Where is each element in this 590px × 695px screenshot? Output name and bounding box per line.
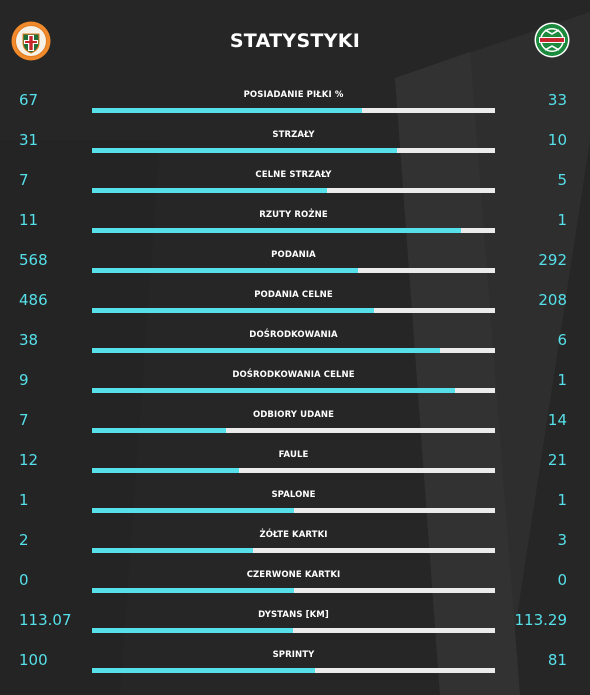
page-title: STATYSTYKI	[229, 30, 361, 52]
home-value: 1	[19, 491, 29, 509]
stats-header: STATYSTYKI	[0, 0, 590, 80]
stat-label: ŻÓŁTE KARTKI	[259, 530, 328, 540]
comparison-bar	[92, 348, 495, 353]
stat-row: 0 CZERWONE KARTKI 0	[0, 560, 590, 600]
away-value: 1	[557, 211, 567, 229]
away-value: 14	[547, 411, 567, 429]
stat-row: 67 POSIADANIE PIŁKI % 33	[0, 80, 590, 120]
home-value: 0	[19, 571, 29, 589]
comparison-bar	[92, 388, 495, 393]
stat-row: 12 FAULE 21	[0, 440, 590, 480]
stat-label: DYSTANS [KM]	[258, 610, 329, 620]
comparison-bar	[92, 668, 495, 673]
comparison-bar	[92, 148, 495, 153]
stat-row: 7 ODBIORY UDANE 14	[0, 400, 590, 440]
comparison-bar	[92, 428, 495, 433]
stat-row: 11 RZUTY ROŻNE 1	[0, 200, 590, 240]
away-value: 10	[547, 131, 567, 149]
home-value: 31	[19, 131, 39, 149]
radomiak-crest-icon	[534, 22, 570, 58]
comparison-bar	[92, 588, 495, 593]
home-share-fill	[92, 228, 461, 233]
comparison-bar	[92, 308, 495, 313]
stat-label: DOŚRODKOWANIA CELNE	[232, 370, 355, 380]
home-share-fill	[92, 348, 440, 353]
stat-row: 2 ŻÓŁTE KARTKI 3	[0, 520, 590, 560]
comparison-bar	[92, 228, 495, 233]
away-value: 6	[557, 331, 567, 349]
comparison-bar	[92, 468, 495, 473]
comparison-bar	[92, 508, 495, 513]
home-value: 38	[19, 331, 39, 349]
away-value: 33	[547, 91, 567, 109]
away-value: 113.29	[514, 611, 568, 629]
away-value: 208	[538, 291, 567, 309]
home-share-fill	[92, 548, 253, 553]
home-share-fill	[92, 108, 362, 113]
home-share-fill	[92, 268, 358, 273]
comparison-bar	[92, 268, 495, 273]
away-value: 21	[547, 451, 567, 469]
home-value: 7	[19, 171, 29, 189]
stat-row: 486 PODANIA CELNE 208	[0, 280, 590, 320]
away-value: 1	[557, 371, 567, 389]
stat-label: PODANIA CELNE	[254, 290, 333, 300]
away-value: 81	[547, 651, 567, 669]
stat-row: 7 CELNE STRZAŁY 5	[0, 160, 590, 200]
home-share-fill	[92, 668, 315, 673]
stat-label: POSIADANIE PIŁKI %	[243, 90, 344, 100]
stat-label: SPALONE	[271, 490, 316, 500]
home-share-fill	[92, 148, 397, 153]
home-share-fill	[92, 428, 226, 433]
home-share-fill	[92, 188, 327, 193]
home-share-fill	[92, 508, 294, 513]
stat-row: 568 PODANIA 292	[0, 240, 590, 280]
comparison-bar	[92, 188, 495, 193]
home-share-fill	[92, 588, 294, 593]
away-value: 1	[557, 491, 567, 509]
stat-row: 113.07 DYSTANS [KM] 113.29	[0, 600, 590, 640]
home-value: 9	[19, 371, 29, 389]
stat-row: 9 DOŚRODKOWANIA CELNE 1	[0, 360, 590, 400]
home-value: 100	[19, 651, 48, 669]
away-value: 292	[538, 251, 567, 269]
comparison-bar	[92, 548, 495, 553]
stat-label: RZUTY ROŻNE	[259, 210, 328, 220]
away-value: 0	[557, 571, 567, 589]
home-value: 7	[19, 411, 29, 429]
stat-label: ODBIORY UDANE	[252, 410, 335, 420]
home-value: 113.07	[19, 611, 72, 629]
stat-label: STRZAŁY	[272, 130, 315, 140]
home-value: 486	[19, 291, 48, 309]
stats-list: 67 POSIADANIE PIŁKI % 33 31 STRZAŁY 10 7 CELNE …	[0, 80, 590, 680]
stat-label: CZERWONE KARTKI	[246, 570, 341, 580]
stat-label: DOŚRODKOWANIA	[249, 330, 338, 340]
home-value: 2	[19, 531, 29, 549]
stat-row: 100 SPRINTY 81	[0, 640, 590, 680]
comparison-bar	[92, 108, 495, 113]
away-value: 3	[557, 531, 567, 549]
stat-row: 1 SPALONE 1	[0, 480, 590, 520]
home-share-fill	[92, 468, 239, 473]
zaglebie-lubin-crest-icon	[11, 21, 51, 61]
stat-label: CELNE STRZAŁY	[255, 170, 332, 180]
away-value: 5	[557, 171, 567, 189]
home-share-fill	[92, 388, 455, 393]
home-value: 568	[19, 251, 48, 269]
stat-label: PODANIA	[271, 250, 316, 260]
home-value: 67	[19, 91, 39, 109]
home-value: 11	[19, 211, 39, 229]
comparison-bar	[92, 628, 495, 633]
stat-row: 38 DOŚRODKOWANIA 6	[0, 320, 590, 360]
stat-label: FAULE	[278, 450, 309, 460]
home-share-fill	[92, 308, 374, 313]
home-value: 12	[19, 451, 39, 469]
stat-label: SPRINTY	[272, 650, 315, 660]
home-share-fill	[92, 628, 293, 633]
stat-row: 31 STRZAŁY 10	[0, 120, 590, 160]
